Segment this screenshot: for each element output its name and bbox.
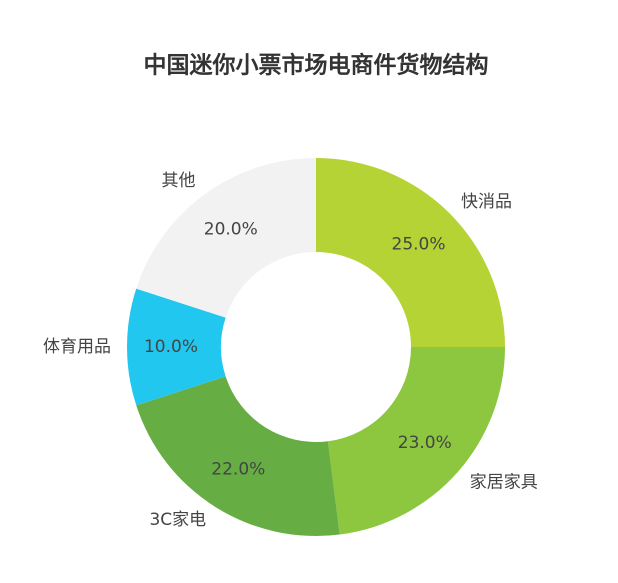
donut-slice: [327, 347, 505, 535]
value-label: 20.0%: [204, 220, 258, 240]
value-label: 22.0%: [211, 459, 265, 479]
donut-slice: [136, 158, 316, 318]
category-label: 快消品: [461, 192, 512, 212]
donut-slice: [316, 158, 505, 347]
category-label: 家居家具: [470, 473, 538, 493]
value-label: 10.0%: [144, 337, 198, 357]
value-label: 23.0%: [398, 433, 452, 453]
category-label: 其他: [162, 171, 196, 191]
chart-title: 中国迷你小票市场电商件货物结构: [144, 52, 489, 79]
donut-slice: [136, 376, 340, 536]
donut-slice: [127, 288, 226, 406]
category-label: 体育用品: [43, 337, 111, 357]
value-label: 25.0%: [392, 234, 446, 254]
category-label: 3C家电: [149, 510, 206, 530]
